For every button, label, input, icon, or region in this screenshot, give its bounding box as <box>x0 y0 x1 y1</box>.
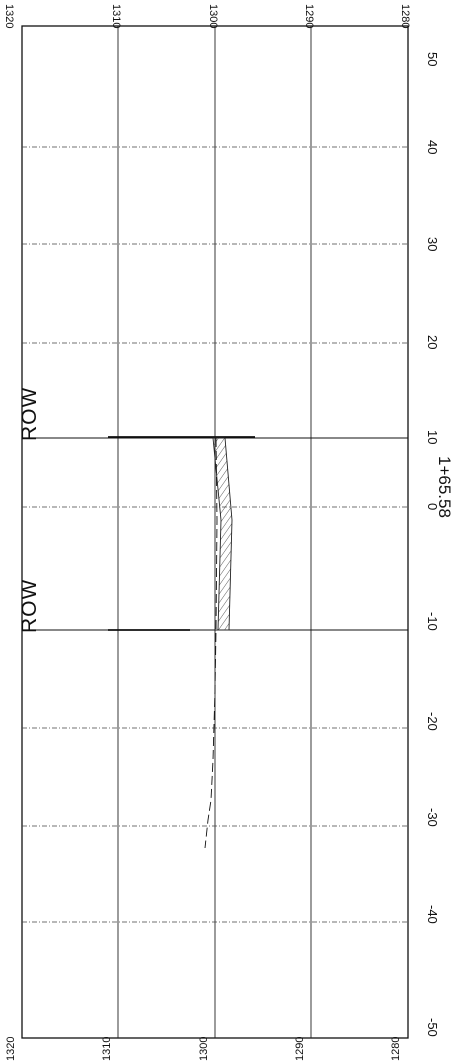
existing-ground-line <box>204 437 218 849</box>
offset-tick-minus30: -30 <box>425 808 440 827</box>
offset-gridlines <box>22 146 408 923</box>
station-label: 1+65.58 <box>435 456 454 518</box>
offset-tick-minus40: -40 <box>425 905 440 924</box>
offset-tick-labels: 50 40 30 20 10 0 -10 -20 -30 -40 -50 <box>425 52 440 1037</box>
row-label-upper: ROW <box>18 387 41 441</box>
elev-bottom-1280: 1280 <box>390 1037 402 1061</box>
elev-top-1300: 1300 <box>207 4 219 28</box>
offset-tick-40: 40 <box>425 140 440 154</box>
elevation-labels-bottom: 1320 1310 1300 1290 1280 <box>5 1037 402 1061</box>
elev-bottom-1290: 1290 <box>294 1037 306 1061</box>
elev-top-1280: 1280 <box>399 4 411 28</box>
offset-tick-minus50: -50 <box>425 1018 440 1037</box>
offset-tick-30: 30 <box>425 237 440 251</box>
offset-tick-minus10: -10 <box>425 612 440 631</box>
row-label-lower: ROW <box>18 579 41 633</box>
elevation-labels-top: 1320 1310 1300 1290 1280 <box>3 4 411 28</box>
elev-bottom-1310: 1310 <box>101 1037 113 1061</box>
elev-top-1290: 1290 <box>303 4 315 28</box>
cut-fill-hatch-area <box>212 437 233 631</box>
elev-top-1310: 1310 <box>110 4 122 28</box>
offset-tick-20: 20 <box>425 335 440 349</box>
elev-bottom-1300: 1300 <box>198 1037 210 1061</box>
offset-tick-50: 50 <box>425 52 440 66</box>
offset-tick-minus20: -20 <box>425 712 440 731</box>
offset-tick-10: 10 <box>425 430 440 444</box>
offset-tick-0: 0 <box>425 503 440 510</box>
elev-bottom-1320: 1320 <box>5 1037 17 1061</box>
elev-top-1320: 1320 <box>3 4 15 28</box>
